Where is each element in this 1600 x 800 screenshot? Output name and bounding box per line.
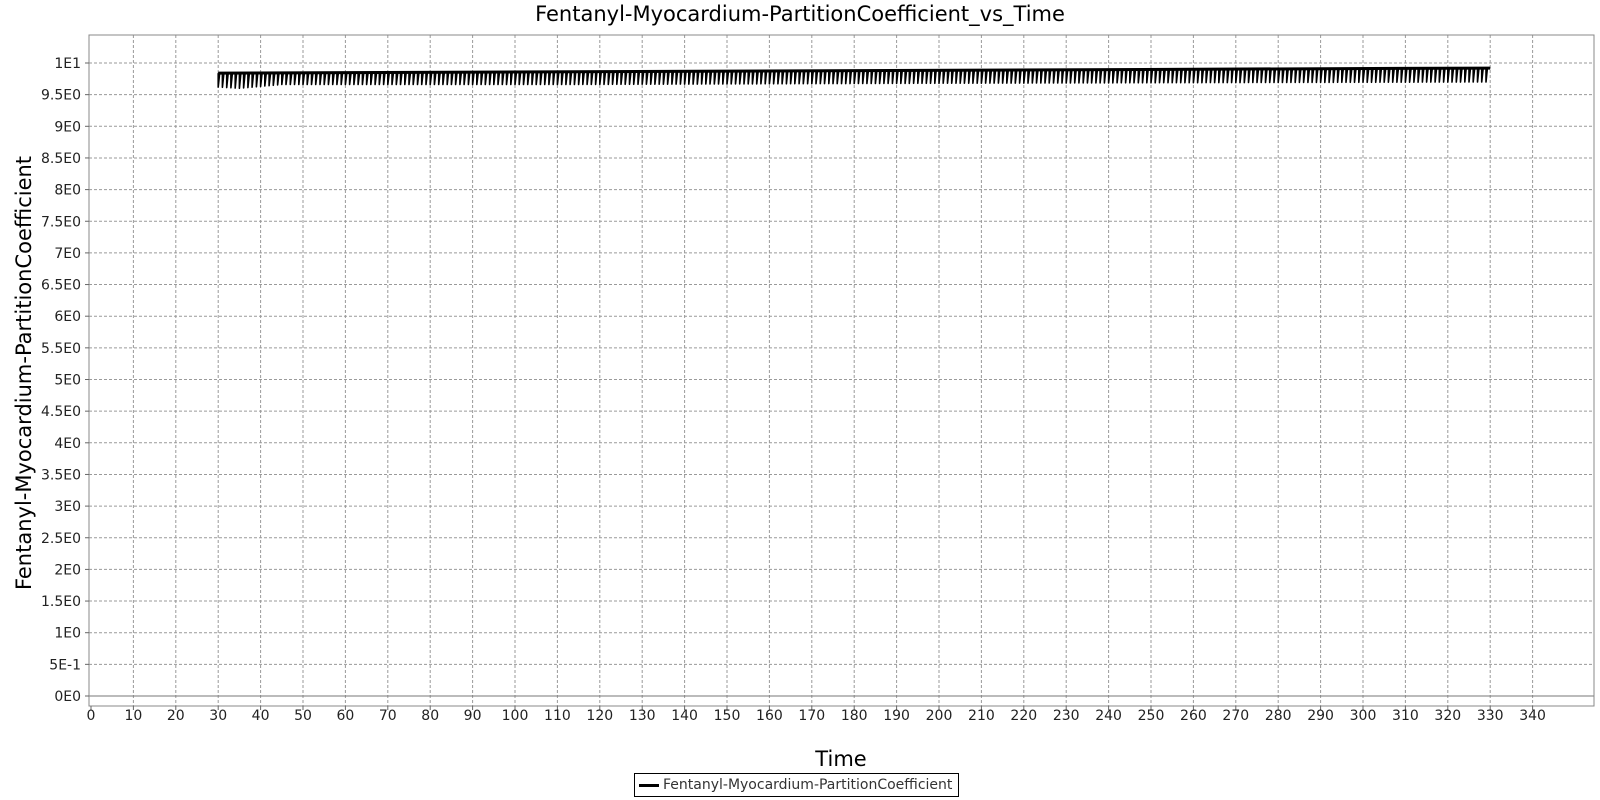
y-tick-label: 2.5E0 bbox=[41, 531, 81, 547]
y-tick-label: 5E-1 bbox=[49, 657, 81, 673]
y-tick-label: 4E0 bbox=[54, 436, 81, 452]
x-tick-label: 20 bbox=[167, 708, 185, 724]
chart-title: Fentanyl-Myocardium-PartitionCoefficient… bbox=[535, 2, 1065, 26]
series-upper-trace bbox=[218, 66, 1491, 75]
y-tick-label: 2E0 bbox=[54, 562, 81, 578]
x-tick-label: 240 bbox=[1095, 708, 1122, 724]
x-tick-label: 340 bbox=[1519, 708, 1546, 724]
x-tick-label: 30 bbox=[209, 708, 227, 724]
x-tick-label: 70 bbox=[379, 708, 397, 724]
y-tick-label: 3.5E0 bbox=[41, 467, 81, 483]
x-tick-label: 200 bbox=[926, 708, 953, 724]
y-tick-label: 6E0 bbox=[54, 309, 81, 325]
x-tick-label: 80 bbox=[421, 708, 439, 724]
x-tick-label: 10 bbox=[124, 708, 142, 724]
y-tick-label: 1E1 bbox=[54, 56, 81, 72]
legend: Fentanyl-Myocardium-PartitionCoefficient bbox=[634, 773, 960, 797]
y-tick-label: 1.5E0 bbox=[41, 594, 81, 610]
y-tick-label: 9.5E0 bbox=[41, 88, 81, 104]
y-tick-label: 6.5E0 bbox=[41, 278, 81, 294]
y-tick-label: 4.5E0 bbox=[41, 404, 81, 420]
x-tick-label: 280 bbox=[1265, 708, 1292, 724]
x-tick-label: 180 bbox=[841, 708, 868, 724]
legend-label: Fentanyl-Myocardium-PartitionCoefficient bbox=[663, 777, 953, 793]
y-tick-label: 8E0 bbox=[54, 183, 81, 199]
x-tick-label: 320 bbox=[1434, 708, 1461, 724]
x-tick-label: 60 bbox=[336, 708, 354, 724]
y-axis-label: Fentanyl-Myocardium-PartitionCoefficient bbox=[12, 156, 36, 590]
x-tick-label: 230 bbox=[1053, 708, 1080, 724]
y-tick-label: 8.5E0 bbox=[41, 151, 81, 167]
plot-area bbox=[88, 34, 1595, 707]
y-tick-label: 3E0 bbox=[54, 499, 81, 515]
x-tick-label: 310 bbox=[1392, 708, 1419, 724]
x-tick-label: 40 bbox=[252, 708, 270, 724]
x-tick-label: 170 bbox=[798, 708, 825, 724]
x-tick-label: 140 bbox=[671, 708, 698, 724]
x-tick-label: 120 bbox=[586, 708, 613, 724]
axis-layer: 0 10 20 30 40 50 60 70 80 90 100 110 120 130 140 150 160… bbox=[41, 56, 1546, 724]
x-tick-label: 50 bbox=[294, 708, 312, 724]
y-tick-label: 5E0 bbox=[54, 373, 81, 389]
x-tick-label: 90 bbox=[464, 708, 482, 724]
y-tick-label: 9E0 bbox=[54, 119, 81, 135]
x-tick-label: 300 bbox=[1350, 708, 1377, 724]
x-tick-label: 220 bbox=[1010, 708, 1037, 724]
x-tick-label: 130 bbox=[629, 708, 656, 724]
series-layer bbox=[217, 66, 1491, 90]
x-tick-label: 260 bbox=[1180, 708, 1207, 724]
y-tick-label: 7.5E0 bbox=[41, 214, 81, 230]
x-tick-label: 0 bbox=[87, 708, 96, 724]
y-tick-label: 5.5E0 bbox=[41, 341, 81, 357]
x-tick-label: 160 bbox=[756, 708, 783, 724]
x-tick-label: 100 bbox=[502, 708, 529, 724]
legend-swatch bbox=[639, 783, 659, 787]
x-tick-label: 150 bbox=[714, 708, 741, 724]
grid-layer bbox=[89, 35, 1594, 706]
x-tick-label: 110 bbox=[544, 708, 571, 724]
y-tick-label: 7E0 bbox=[54, 246, 81, 262]
y-tick-label: 0E0 bbox=[54, 689, 81, 705]
x-tick-label: 190 bbox=[883, 708, 910, 724]
x-tick-label: 290 bbox=[1307, 708, 1334, 724]
x-tick-label: 210 bbox=[968, 708, 995, 724]
x-tick-label: 270 bbox=[1222, 708, 1249, 724]
x-axis-label: Time bbox=[814, 747, 866, 771]
x-tick-label: 330 bbox=[1477, 708, 1504, 724]
y-tick-label: 1E0 bbox=[54, 626, 81, 642]
x-tick-label: 250 bbox=[1138, 708, 1165, 724]
